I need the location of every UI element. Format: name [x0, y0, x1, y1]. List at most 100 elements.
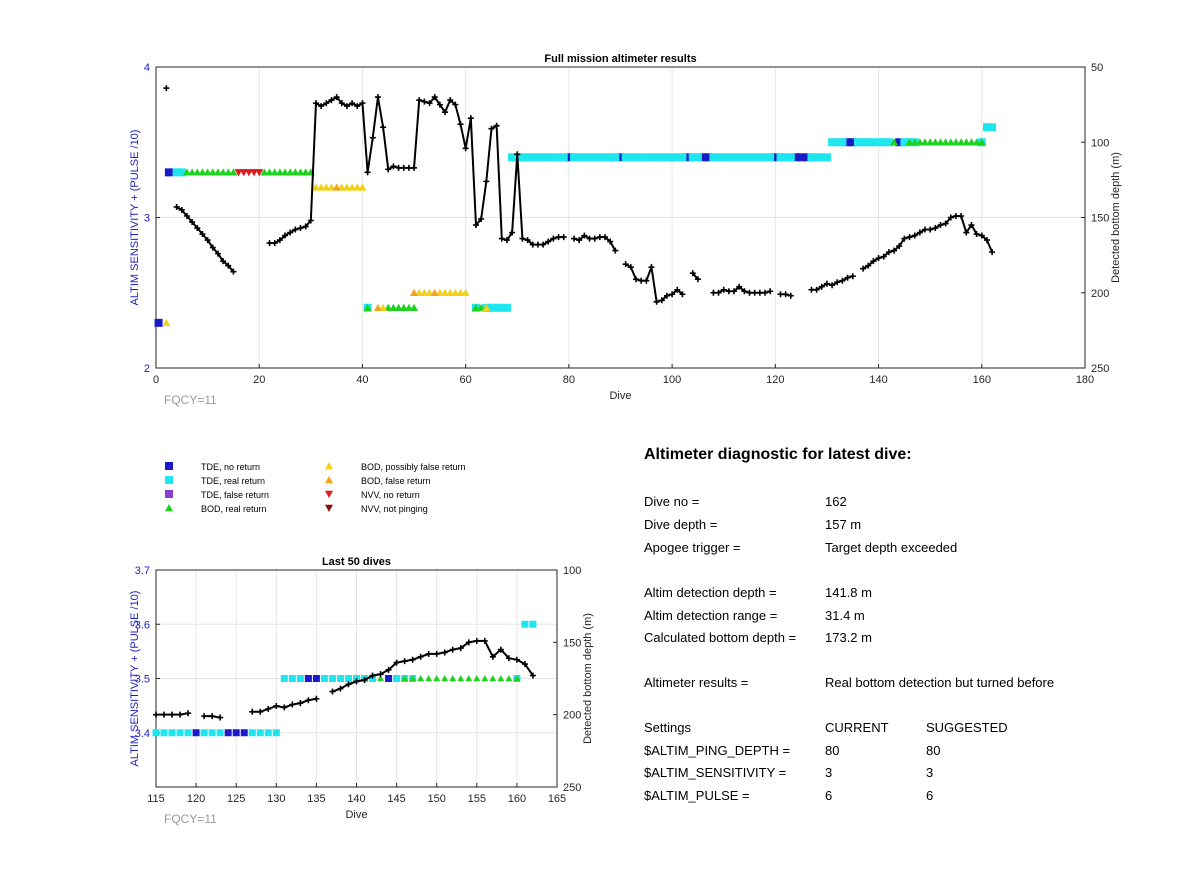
depth-point: [201, 713, 208, 720]
x-axis-label: Dive: [609, 390, 631, 402]
bod-real-return-marker: [291, 168, 300, 176]
tde-no-return-marker: [843, 138, 852, 147]
bod-real-return-marker: [270, 168, 279, 176]
depth-point: [467, 115, 474, 122]
depth-point: [478, 216, 485, 223]
tde-real-return-marker: [508, 153, 517, 162]
depth-point: [746, 289, 753, 296]
depth-point: [818, 283, 825, 290]
tde-real-return-marker: [776, 153, 785, 162]
diag-value: 31.4 m: [825, 608, 865, 623]
depth-point: [369, 672, 376, 679]
tde-real-return-marker: [647, 153, 656, 162]
x-tick-label: 80: [563, 374, 575, 386]
depth-point: [627, 264, 634, 271]
tde-real-return-marker: [626, 153, 635, 162]
tde-no-return-marker: [304, 675, 312, 682]
bod-real-return-marker: [946, 138, 955, 146]
tde-real-return-marker: [320, 675, 328, 682]
depth-point: [497, 646, 504, 653]
depth-point: [395, 164, 402, 171]
depth-point: [249, 708, 256, 715]
tde-no-return-marker: [699, 153, 708, 162]
tde-real-return-marker: [745, 153, 754, 162]
x-tick-label: 120: [187, 793, 205, 805]
depth-point: [411, 164, 418, 171]
bod-real-return-marker: [425, 675, 433, 682]
diagnostic-title: Altimeter diagnostic for latest dive:: [644, 446, 912, 463]
tde-real-return-marker: [521, 620, 529, 628]
bod-real-return-marker: [384, 303, 393, 311]
depth-point: [529, 672, 536, 679]
x-tick-label: 160: [973, 374, 991, 386]
x-tick-label: 160: [508, 793, 526, 805]
bod-possibly-false-return-marker: [348, 183, 357, 191]
tde-real-return-marker: [601, 153, 610, 162]
depth-point: [839, 277, 846, 284]
bod-real-return-marker: [410, 303, 419, 311]
right-tick-label: 200: [1091, 288, 1109, 300]
depth-point: [493, 122, 500, 129]
bod-real-return-marker: [941, 138, 950, 146]
diag-label: Dive no =: [644, 494, 700, 509]
depth-point: [813, 286, 820, 293]
bod-real-return-marker: [224, 168, 233, 176]
tde-real-return-marker: [328, 675, 336, 682]
depth-point: [844, 274, 851, 281]
tde-real-return-marker: [807, 153, 816, 162]
diag-value: Real bottom detection but turned before: [825, 675, 1055, 690]
depth-point: [669, 291, 676, 298]
tde-no-return-marker: [232, 729, 240, 737]
depth-point: [942, 220, 949, 227]
depth-point: [865, 262, 872, 269]
settings-header-label: Settings: [644, 720, 691, 735]
bod-real-return-marker: [260, 168, 269, 176]
bod-real-return-marker: [936, 138, 945, 146]
depth-point: [978, 232, 985, 239]
depth-point: [663, 292, 670, 299]
x-tick-label: 20: [253, 374, 265, 386]
tde-real-return-marker: [172, 168, 181, 177]
diag-value: 162: [825, 494, 847, 509]
depth-point: [257, 708, 264, 715]
full-mission-plot: 0 20 40 60 80 100 120 140 160 180 2 3 4 50 100 150 200 25…: [129, 53, 1122, 407]
depth-point: [591, 235, 598, 242]
bod-possibly-false-return-marker: [461, 288, 470, 296]
setting-label: $ALTIM_SENSITIVITY =: [644, 765, 787, 780]
tde-real-return-marker: [264, 729, 272, 737]
legend-label: TDE, no return: [201, 462, 260, 472]
tde-real-return-marker: [740, 153, 749, 162]
legend-label: BOD, possibly false return: [361, 462, 466, 472]
depth-point: [282, 232, 289, 239]
bod-possibly-false-return-marker: [162, 318, 171, 327]
tde-real-return-marker: [248, 729, 256, 737]
right-tick-label: 100: [1091, 137, 1109, 149]
depth-point: [519, 235, 526, 242]
bod-possibly-false-return-marker: [435, 288, 444, 296]
depth-point: [287, 229, 294, 236]
bod-real-return-marker: [409, 675, 417, 682]
bod-possibly-false-return-marker: [456, 288, 465, 296]
bod-real-return-marker: [399, 303, 408, 311]
depth-point: [337, 685, 344, 692]
depth-point: [433, 650, 440, 657]
bod-real-return-marker: [286, 168, 295, 176]
depth-point: [896, 243, 903, 250]
bod-real-return-marker: [401, 675, 409, 682]
depth-point: [653, 298, 660, 305]
y-axis-label: ALTIM SENSITIVITY + (PULSE /10): [129, 591, 141, 767]
diag-value: 173.2 m: [825, 630, 872, 645]
depth-point: [405, 164, 412, 171]
depth-point: [417, 653, 424, 660]
diag-label: Altim detection range =: [644, 608, 778, 623]
tde-real-return-marker: [781, 153, 790, 162]
legend-tde-false-return-icon: [165, 490, 173, 498]
tde-real-return-marker: [637, 153, 646, 162]
tde-real-return-marker: [838, 138, 847, 147]
depth-point: [922, 226, 929, 233]
depth-point: [916, 229, 923, 236]
depth-point: [983, 237, 990, 244]
tde-real-return-marker: [554, 153, 563, 162]
tde-real-return-marker: [982, 123, 991, 132]
